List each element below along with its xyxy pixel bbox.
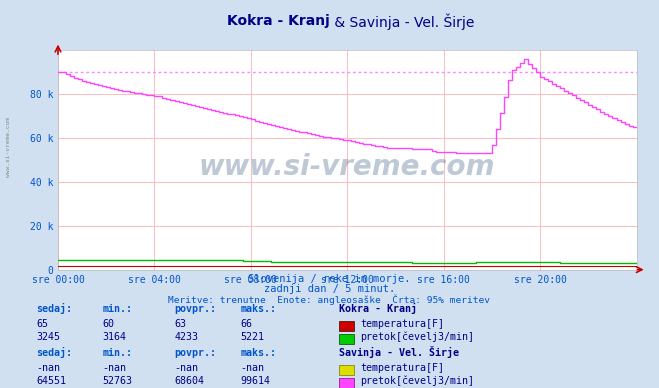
- Text: min.:: min.:: [102, 304, 132, 314]
- Text: 52763: 52763: [102, 376, 132, 386]
- Text: maks.:: maks.:: [241, 304, 277, 314]
- Text: Meritve: trenutne  Enote: angleosaške  Črta: 95% meritev: Meritve: trenutne Enote: angleosaške Črt…: [169, 294, 490, 305]
- Text: 4233: 4233: [175, 332, 198, 342]
- Text: povpr.:: povpr.:: [175, 348, 217, 358]
- Text: sedaj:: sedaj:: [36, 347, 72, 358]
- Text: & Savinja - Vel. Širje: & Savinja - Vel. Širje: [330, 14, 474, 30]
- Text: 66: 66: [241, 319, 252, 329]
- Text: povpr.:: povpr.:: [175, 304, 217, 314]
- Text: 3164: 3164: [102, 332, 126, 342]
- Text: zadnji dan / 5 minut.: zadnji dan / 5 minut.: [264, 284, 395, 294]
- Text: Slovenija / reke in morje.: Slovenija / reke in morje.: [248, 274, 411, 284]
- Text: -nan: -nan: [241, 363, 264, 373]
- Text: 64551: 64551: [36, 376, 67, 386]
- Text: Kokra - Kranj: Kokra - Kranj: [339, 303, 417, 314]
- Text: temperatura[F]: temperatura[F]: [360, 363, 444, 373]
- Text: 99614: 99614: [241, 376, 271, 386]
- Text: Kokra - Kranj: Kokra - Kranj: [227, 14, 330, 28]
- Text: 63: 63: [175, 319, 186, 329]
- Text: min.:: min.:: [102, 348, 132, 358]
- Text: www.si-vreme.com: www.si-vreme.com: [6, 118, 11, 177]
- Text: 68604: 68604: [175, 376, 205, 386]
- Text: pretok[čevelj3/min]: pretok[čevelj3/min]: [360, 331, 474, 342]
- Text: Savinja - Vel. Širje: Savinja - Vel. Širje: [339, 346, 459, 358]
- Text: 3245: 3245: [36, 332, 60, 342]
- Text: -nan: -nan: [36, 363, 60, 373]
- Text: pretok[čevelj3/min]: pretok[čevelj3/min]: [360, 375, 474, 386]
- Text: maks.:: maks.:: [241, 348, 277, 358]
- Text: -nan: -nan: [175, 363, 198, 373]
- Text: www.si-vreme.com: www.si-vreme.com: [199, 152, 496, 181]
- Text: sedaj:: sedaj:: [36, 303, 72, 314]
- Text: temperatura[F]: temperatura[F]: [360, 319, 444, 329]
- Text: -nan: -nan: [102, 363, 126, 373]
- Text: 65: 65: [36, 319, 48, 329]
- Text: 60: 60: [102, 319, 114, 329]
- Text: 5221: 5221: [241, 332, 264, 342]
